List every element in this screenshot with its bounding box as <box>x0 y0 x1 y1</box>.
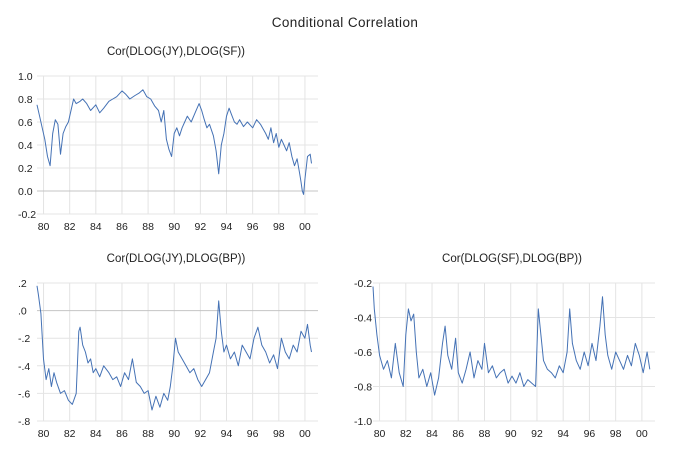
y-tick-label: -0.8 <box>354 382 372 394</box>
x-tick-label: 96 <box>584 428 596 440</box>
y-tick-label: 0.4 <box>18 140 33 152</box>
y-tick-label: 0.2 <box>18 163 33 175</box>
x-tick-label: 80 <box>38 428 50 440</box>
panel-title-jy-bp: Cor(DLOG(JY),DLOG(BP)) <box>107 253 246 265</box>
x-tick-label: 92 <box>531 428 543 440</box>
x-tick-label: 80 <box>38 221 50 233</box>
y-tick-label: -0.2 <box>354 278 372 290</box>
series-line-jy-sf <box>36 89 312 195</box>
x-tick-label: 92 <box>195 221 207 233</box>
y-tick-label: -.8 <box>18 416 30 428</box>
x-tick-label: 90 <box>505 428 517 440</box>
x-tick-label: 94 <box>221 221 233 233</box>
x-tick-label: 84 <box>426 428 438 440</box>
panel-title-sf-bp: Cor(DLOG(SF),DLOG(BP)) <box>442 253 582 265</box>
y-tick-label: -0.2 <box>18 209 36 221</box>
chart-panel-jy-bp: Cor(DLOG(JY),DLOG(BP)) 80 82 84 86 88 90 92 94 9… <box>18 253 318 440</box>
y-tick-label: 1.0 <box>18 71 33 83</box>
figure-title: Conditional Correlation <box>272 15 419 30</box>
x-tick-label: 98 <box>610 428 622 440</box>
x-tick-label: 98 <box>273 428 285 440</box>
x-tick-label: 00 <box>299 428 311 440</box>
x-tick-label: 92 <box>195 428 207 440</box>
x-tick-label: 86 <box>116 428 128 440</box>
x-tick-label: 00 <box>299 221 311 233</box>
y-tick-label: 0.8 <box>18 94 33 106</box>
x-tick-label: 86 <box>116 221 128 233</box>
x-tick-label: 88 <box>142 428 154 440</box>
y-tick-label: 0.0 <box>18 186 33 198</box>
chart-panel-sf-bp: Cor(DLOG(SF),DLOG(BP)) 80 82 84 86 88 90 92 94 9… <box>354 253 655 440</box>
x-tick-label: 88 <box>479 428 491 440</box>
x-tick-label: 00 <box>636 428 648 440</box>
x-tick-label: 82 <box>64 428 76 440</box>
y-tick-label: -.4 <box>18 361 30 373</box>
panel-title-jy-sf: Cor(DLOG(JY),DLOG(SF)) <box>107 46 245 58</box>
series-line-sf-bp <box>372 286 651 396</box>
x-tick-label: 86 <box>452 428 464 440</box>
x-tick-label: 90 <box>168 221 180 233</box>
y-tick-label: .2 <box>18 278 27 290</box>
x-tick-label: 84 <box>90 221 102 233</box>
y-tick-label: -0.4 <box>354 313 372 325</box>
y-tick-label: -.6 <box>18 388 30 400</box>
series-line-jy-bp <box>36 285 312 411</box>
x-tick-label: 94 <box>557 428 569 440</box>
y-tick-label: -0.6 <box>354 347 372 359</box>
x-tick-label: 96 <box>247 428 259 440</box>
x-tick-label: 94 <box>221 428 233 440</box>
y-tick-label: .0 <box>18 306 27 318</box>
x-tick-label: 88 <box>142 221 154 233</box>
y-tick-label: 0.6 <box>18 117 33 129</box>
x-tick-label: 96 <box>247 221 259 233</box>
x-tick-label: 82 <box>400 428 412 440</box>
x-tick-label: 80 <box>374 428 386 440</box>
y-tick-label: -.2 <box>18 333 30 345</box>
x-tick-label: 90 <box>168 428 180 440</box>
x-tick-label: 98 <box>273 221 285 233</box>
y-tick-label: -1.0 <box>354 416 372 428</box>
x-tick-label: 82 <box>64 221 76 233</box>
chart-panel-jy-sf: Cor(DLOG(JY),DLOG(SF)) 80 82 84 86 88 90 92 94 9… <box>18 46 318 233</box>
x-tick-label: 84 <box>90 428 102 440</box>
